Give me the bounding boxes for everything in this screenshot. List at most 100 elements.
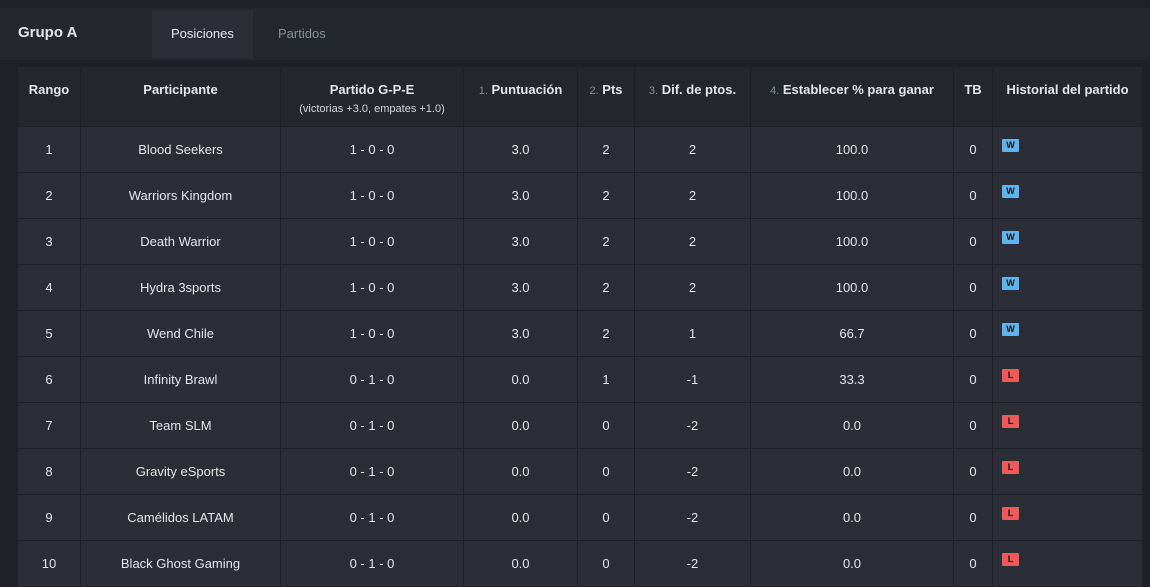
page: Grupo A Posiciones Partidos Rango Partici… <box>0 8 1150 586</box>
table-cell: Death Warrior <box>81 219 280 264</box>
history-cell: L <box>993 495 1142 540</box>
table-cell: 0 <box>954 127 992 172</box>
table-cell: 1 - 0 - 0 <box>281 311 463 356</box>
history-cell: L <box>993 541 1142 586</box>
table-cell: Camélidos LATAM <box>81 495 280 540</box>
table-cell: 0 <box>954 219 992 264</box>
history-cell: L <box>993 357 1142 402</box>
history-cell: W <box>993 265 1142 310</box>
tab[interactable]: Posiciones <box>152 10 253 58</box>
result-badge: L <box>1002 553 1019 566</box>
table-cell: -2 <box>635 495 750 540</box>
table-cell: 2 <box>18 173 80 218</box>
table-cell: 0.0 <box>464 403 577 448</box>
column-label: Historial del partido <box>1006 82 1129 97</box>
result-badge: W <box>1002 139 1019 152</box>
column-header: 4. Establecer % para ganar <box>751 67 953 126</box>
table-cell: 3.0 <box>464 173 577 218</box>
table-cell: 100.0 <box>751 173 953 218</box>
table-cell: 0 <box>954 357 992 402</box>
table-cell: 2 <box>635 265 750 310</box>
table-cell: -2 <box>635 449 750 494</box>
table-cell: 2 <box>635 173 750 218</box>
table-cell: 0 <box>578 541 634 586</box>
history-cell: L <box>993 403 1142 448</box>
column-number: 3. <box>648 85 659 97</box>
result-badge: L <box>1002 507 1019 520</box>
standings-table: Rango Participante Partido G-P-E (victorias… <box>17 66 1143 587</box>
table-cell: 0 <box>954 495 992 540</box>
table-row: 4 Hydra 3sports 1 - 0 - 0 3.0 2 2 100.0 0 W <box>18 265 1142 310</box>
column-label: Establecer % para ganar <box>782 82 934 97</box>
table-cell: 0 <box>954 541 992 586</box>
column-number: 1. <box>478 85 488 97</box>
column-header: 1. Puntuación <box>464 67 577 126</box>
table-cell: -1 <box>635 357 750 402</box>
table-cell: 100.0 <box>751 219 953 264</box>
column-number: 2. <box>589 85 599 97</box>
column-label: Pts <box>602 82 623 97</box>
table-cell: 1 - 0 - 0 <box>281 173 463 218</box>
table-cell: 0.0 <box>751 495 953 540</box>
table-cell: 0 - 1 - 0 <box>281 541 463 586</box>
table-cell: 1 <box>635 311 750 356</box>
table-cell: 9 <box>18 495 80 540</box>
table-cell: 1 - 0 - 0 <box>281 127 463 172</box>
table-row: 1 Blood Seekers 1 - 0 - 0 3.0 2 2 100.0 0 W <box>18 127 1142 172</box>
table-cell: 8 <box>18 449 80 494</box>
result-badge: L <box>1002 369 1019 382</box>
result-badge: W <box>1002 323 1019 336</box>
table-cell: Hydra 3sports <box>81 265 280 310</box>
table-row: 7 Team SLM 0 - 1 - 0 0.0 0 -2 0.0 0 L <box>18 403 1142 448</box>
history-cell: W <box>993 173 1142 218</box>
table-cell: 3.0 <box>464 311 577 356</box>
column-label: Partido G-P-E <box>329 82 415 97</box>
column-label: Puntuación <box>491 82 563 97</box>
table-cell: 2 <box>578 127 634 172</box>
table-cell: Blood Seekers <box>81 127 280 172</box>
table-cell: 0.0 <box>464 541 577 586</box>
table-cell: 0.0 <box>464 495 577 540</box>
table-cell: 1 - 0 - 0 <box>281 265 463 310</box>
history-cell: W <box>993 219 1142 264</box>
table-cell: 0.0 <box>751 403 953 448</box>
column-header: 2. Pts <box>578 67 634 126</box>
result-badge: L <box>1002 461 1019 474</box>
table-cell: 0 - 1 - 0 <box>281 449 463 494</box>
table-cell: 4 <box>18 265 80 310</box>
table-cell: 2 <box>635 127 750 172</box>
table-cell: Wend Chile <box>81 311 280 356</box>
table-cell: 6 <box>18 357 80 402</box>
table-cell: 0 <box>578 495 634 540</box>
table-cell: 33.3 <box>751 357 953 402</box>
table-row: 3 Death Warrior 1 - 0 - 0 3.0 2 2 100.0 0 W <box>18 219 1142 264</box>
table-cell: 0.0 <box>751 541 953 586</box>
table-cell: 0 <box>954 403 992 448</box>
table-cell: 2 <box>635 219 750 264</box>
table-cell: -2 <box>635 403 750 448</box>
header-row: Rango Participante Partido G-P-E (victorias… <box>18 67 1142 126</box>
table-cell: 0 <box>954 449 992 494</box>
table-cell: 0 - 1 - 0 <box>281 357 463 402</box>
table-cell: 0.0 <box>464 357 577 402</box>
group-header: Grupo A Posiciones Partidos <box>0 8 1150 60</box>
history-cell: W <box>993 311 1142 356</box>
column-label: Participante <box>143 82 218 97</box>
table-cell: 100.0 <box>751 265 953 310</box>
result-badge: W <box>1002 277 1019 290</box>
table-cell: 2 <box>578 265 634 310</box>
table-cell: 10 <box>18 541 80 586</box>
table-cell: 100.0 <box>751 127 953 172</box>
table-cell: 2 <box>578 219 634 264</box>
table-row: 8 Gravity eSports 0 - 1 - 0 0.0 0 -2 0.0 0 L <box>18 449 1142 494</box>
table-cell: 0 <box>954 173 992 218</box>
history-cell: W <box>993 127 1142 172</box>
tab[interactable]: Partidos <box>278 26 326 41</box>
table-cell: Infinity Brawl <box>81 357 280 402</box>
table-row: 2 Warriors Kingdom 1 - 0 - 0 3.0 2 2 100.0 0 W <box>18 173 1142 218</box>
table-row: 9 Camélidos LATAM 0 - 1 - 0 0.0 0 -2 0.0 0 L <box>18 495 1142 540</box>
result-badge: W <box>1002 231 1019 244</box>
result-badge: L <box>1002 415 1019 428</box>
table-cell: Team SLM <box>81 403 280 448</box>
column-header: Rango <box>18 67 80 126</box>
